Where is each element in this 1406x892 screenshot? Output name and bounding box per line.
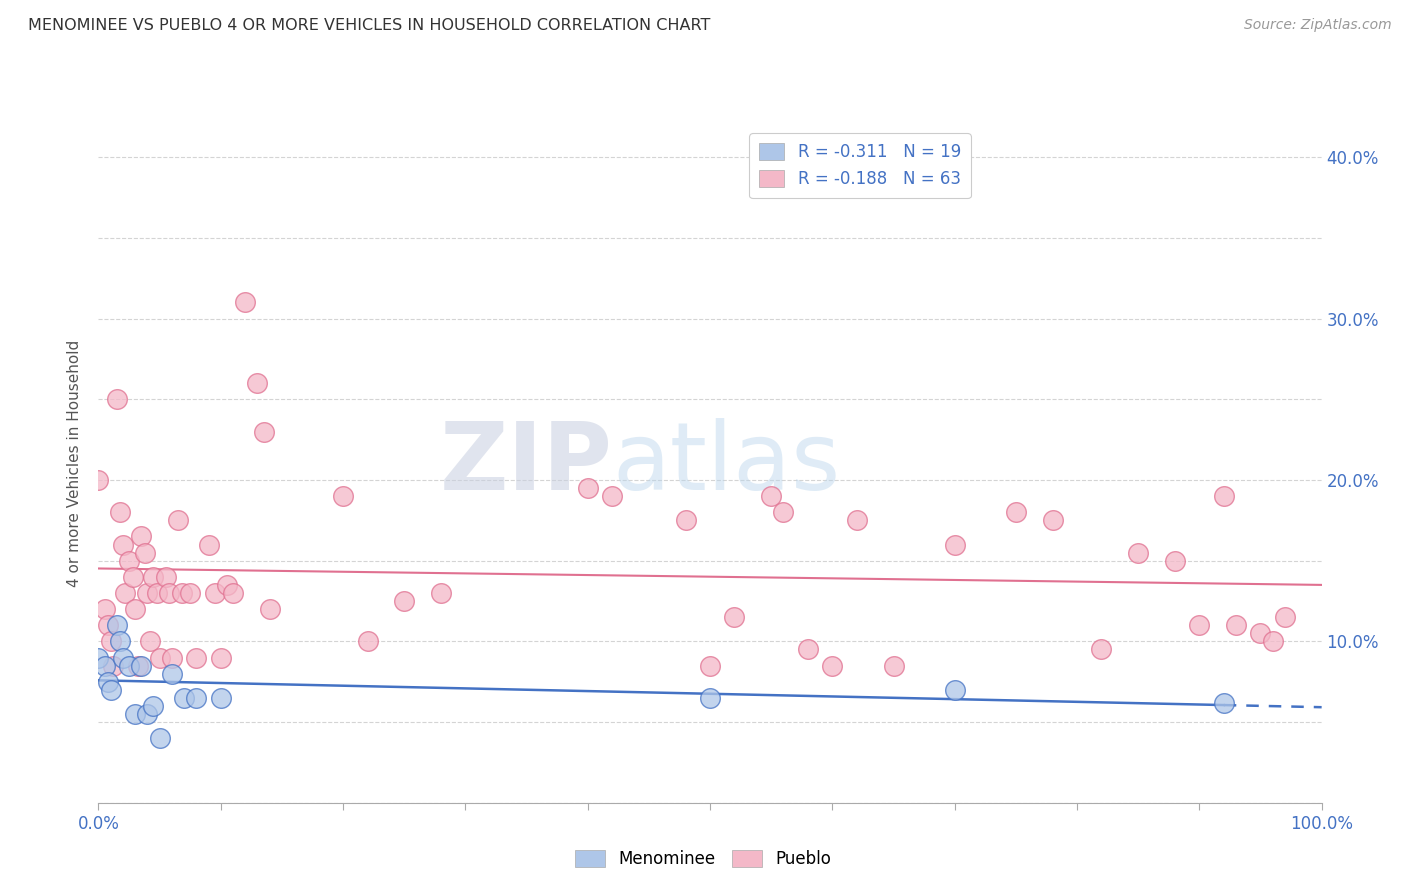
Point bbox=[883, 658, 905, 673]
Point bbox=[105, 392, 128, 407]
Point bbox=[134, 546, 156, 560]
Point bbox=[699, 658, 721, 673]
Point bbox=[124, 602, 146, 616]
Point bbox=[1188, 618, 1211, 632]
Point bbox=[136, 706, 159, 721]
Point bbox=[233, 295, 256, 310]
Point bbox=[209, 650, 232, 665]
Point bbox=[1212, 696, 1234, 710]
Point bbox=[699, 690, 721, 705]
Point bbox=[197, 537, 219, 551]
Point bbox=[87, 650, 110, 665]
Point bbox=[186, 690, 208, 705]
Point bbox=[170, 586, 193, 600]
Point bbox=[111, 650, 134, 665]
Point bbox=[179, 586, 201, 600]
Point bbox=[114, 586, 136, 600]
Point bbox=[110, 634, 132, 648]
Point bbox=[209, 690, 232, 705]
Point bbox=[129, 658, 152, 673]
Text: atlas: atlas bbox=[612, 417, 841, 510]
Point bbox=[160, 666, 183, 681]
Point bbox=[100, 634, 122, 648]
Point bbox=[105, 618, 128, 632]
Point bbox=[259, 602, 281, 616]
Point bbox=[1164, 554, 1187, 568]
Point bbox=[600, 489, 623, 503]
Point bbox=[100, 682, 122, 697]
Point bbox=[675, 513, 697, 527]
Point bbox=[943, 682, 966, 697]
Point bbox=[1090, 642, 1112, 657]
Point bbox=[1042, 513, 1064, 527]
Point bbox=[111, 537, 134, 551]
Point bbox=[332, 489, 354, 503]
Point bbox=[118, 658, 141, 673]
Point bbox=[155, 570, 177, 584]
Point bbox=[943, 537, 966, 551]
Point bbox=[1128, 546, 1150, 560]
Point bbox=[845, 513, 868, 527]
Y-axis label: 4 or more Vehicles in Household: 4 or more Vehicles in Household bbox=[67, 340, 83, 588]
Point bbox=[167, 513, 190, 527]
Point bbox=[93, 602, 115, 616]
Point bbox=[1225, 618, 1247, 632]
Legend: R = -0.311   N = 19, R = -0.188   N = 63: R = -0.311 N = 19, R = -0.188 N = 63 bbox=[749, 133, 970, 198]
Point bbox=[173, 690, 195, 705]
Point bbox=[761, 489, 783, 503]
Text: ZIP: ZIP bbox=[439, 417, 612, 510]
Text: MENOMINEE VS PUEBLO 4 OR MORE VEHICLES IN HOUSEHOLD CORRELATION CHART: MENOMINEE VS PUEBLO 4 OR MORE VEHICLES I… bbox=[28, 18, 710, 33]
Point bbox=[149, 731, 172, 746]
Point bbox=[142, 698, 165, 713]
Point bbox=[101, 658, 124, 673]
Point bbox=[772, 505, 794, 519]
Point bbox=[160, 650, 183, 665]
Point bbox=[1004, 505, 1026, 519]
Point bbox=[142, 570, 165, 584]
Point bbox=[246, 376, 269, 391]
Point bbox=[430, 586, 453, 600]
Point bbox=[723, 610, 745, 624]
Point bbox=[124, 706, 146, 721]
Point bbox=[93, 658, 115, 673]
Point bbox=[118, 554, 141, 568]
Point bbox=[139, 634, 162, 648]
Point bbox=[1249, 626, 1271, 640]
Point bbox=[136, 586, 159, 600]
Point bbox=[127, 658, 149, 673]
Point bbox=[392, 594, 416, 608]
Point bbox=[129, 529, 152, 543]
Point bbox=[110, 505, 132, 519]
Point bbox=[157, 586, 180, 600]
Legend: Menominee, Pueblo: Menominee, Pueblo bbox=[568, 843, 838, 875]
Point bbox=[1212, 489, 1234, 503]
Point bbox=[121, 570, 143, 584]
Point bbox=[797, 642, 820, 657]
Point bbox=[204, 586, 226, 600]
Point bbox=[1261, 634, 1284, 648]
Point bbox=[1274, 610, 1296, 624]
Text: Source: ZipAtlas.com: Source: ZipAtlas.com bbox=[1244, 18, 1392, 32]
Point bbox=[97, 618, 120, 632]
Point bbox=[97, 674, 120, 689]
Point bbox=[821, 658, 844, 673]
Point bbox=[222, 586, 245, 600]
Point bbox=[149, 650, 172, 665]
Point bbox=[146, 586, 169, 600]
Point bbox=[186, 650, 208, 665]
Point bbox=[87, 473, 110, 487]
Point bbox=[356, 634, 378, 648]
Point bbox=[576, 481, 599, 495]
Point bbox=[215, 578, 238, 592]
Point bbox=[252, 425, 274, 439]
